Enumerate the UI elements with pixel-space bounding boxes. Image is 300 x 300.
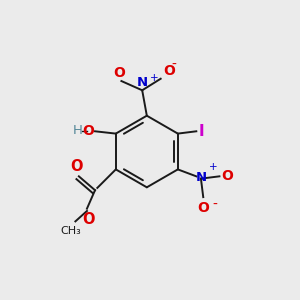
Text: H: H: [73, 124, 82, 137]
Text: -: -: [171, 58, 176, 72]
Text: -: -: [212, 198, 217, 212]
Text: O: O: [70, 159, 83, 174]
Text: +: +: [150, 74, 159, 83]
Text: O: O: [113, 66, 125, 80]
Text: N: N: [136, 76, 148, 89]
Text: O: O: [163, 64, 175, 78]
Text: +: +: [209, 162, 218, 172]
Text: I: I: [199, 124, 204, 139]
Text: O: O: [222, 169, 234, 183]
Text: O: O: [197, 201, 209, 214]
Text: O: O: [82, 124, 94, 138]
Text: N: N: [195, 171, 206, 184]
Text: CH₃: CH₃: [60, 226, 81, 236]
Text: O: O: [82, 212, 94, 227]
